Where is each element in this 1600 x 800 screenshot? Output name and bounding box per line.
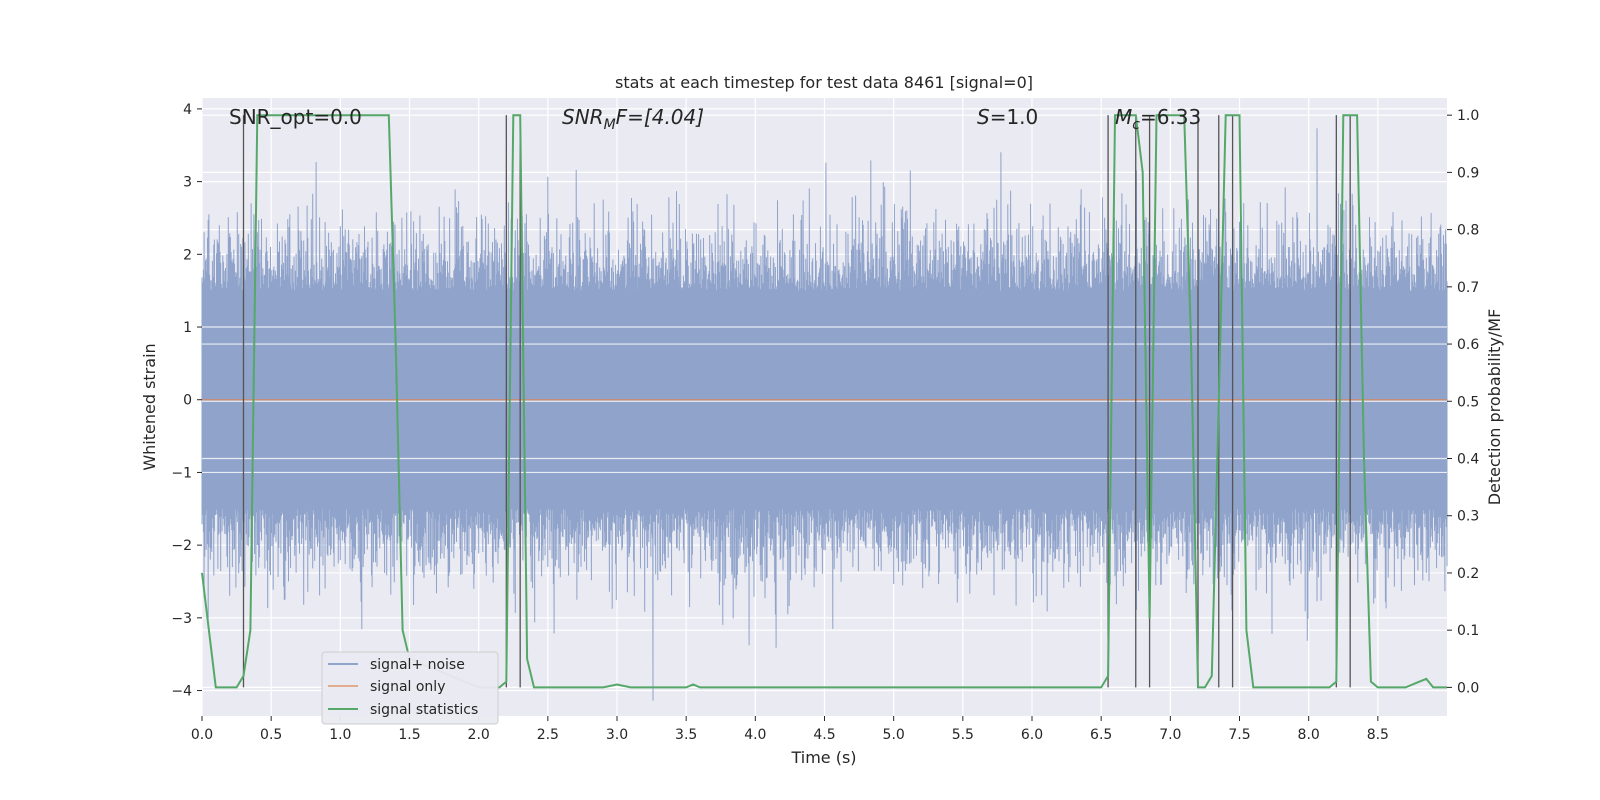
y-left-tick-label-3: 1 [183,320,192,336]
x-tick-label-8: 4.0 [744,727,766,743]
x-tick-label-0: 0.0 [191,727,213,743]
x-tick-label-11: 5.5 [952,727,974,743]
x-tick-label-14: 7.0 [1159,727,1181,743]
annotation-s-tail: =1.0 [990,105,1039,129]
annotation-snr-mf-tail: F=[4.04] [616,105,704,129]
x-tick-label-10: 5.0 [883,727,905,743]
y-right-axis-label: Detection probability/MF [1485,309,1504,506]
y-right-tick-label-6: 0.4 [1457,452,1479,468]
annotation-mc-tail: =6.33 [1140,105,1201,129]
y-right-tick-label-1: 0.9 [1457,165,1479,181]
legend-label-signal-noise: signal+ noise [370,657,465,673]
legend: signal+ noise signal only signal statist… [321,651,499,725]
y-left-tick-label-2: 2 [183,247,192,263]
y-left-axis-label: Whitened strain [140,343,159,470]
y-right-axis-ticks: 1.0 0.9 0.8 0.7 0.6 0.5 0.4 0.3 0.2 0.1 0.0 [1447,108,1479,696]
y-left-tick-label-0: 4 [183,102,192,118]
x-tick-label-16: 8.0 [1298,727,1320,743]
x-axis-label: Time (s) [790,748,856,767]
x-tick-label-3: 1.5 [398,727,420,743]
x-tick-label-1: 0.5 [260,727,282,743]
annotation-snr-mf-sub: M [604,117,616,133]
legend-label-signal-statistics: signal statistics [370,702,478,718]
y-left-tick-label-7: −3 [171,611,192,627]
x-tick-label-6: 3.0 [606,727,628,743]
x-tick-label-17: 8.5 [1367,727,1389,743]
legend-label-signal-only: signal only [370,679,445,695]
y-left-tick-label-1: 3 [183,175,192,191]
y-right-tick-label-4: 0.6 [1457,337,1479,353]
annotation-mc: Mc=6.33 [1115,105,1201,133]
x-axis-ticks: 0.0 0.5 1.0 1.5 2.0 2.5 3.0 3.5 4.0 4.5 5.0 5.5 6.0 6… [191,716,1389,743]
y-right-tick-label-8: 0.2 [1457,566,1479,582]
y-right-tick-label-7: 0.3 [1457,509,1479,525]
x-tick-label-7: 3.5 [675,727,697,743]
y-left-tick-label-6: −2 [171,538,192,554]
signal-noise-line [201,128,1448,701]
x-tick-label-5: 2.5 [537,727,559,743]
y-right-tick-label-2: 0.8 [1457,223,1479,239]
x-tick-label-2: 1.0 [329,727,351,743]
legend-box [321,651,499,725]
annotation-snr-mf: SNRMF=[4.04] [562,105,704,133]
y-left-tick-label-4: 0 [183,393,192,409]
annotation-snr-opt: SNR_opt=0.0 [229,105,362,129]
y-left-tick-label-8: −4 [171,684,192,700]
y-right-tick-label-0: 1.0 [1457,108,1479,124]
x-tick-label-15: 7.5 [1228,727,1250,743]
x-tick-label-13: 6.5 [1090,727,1112,743]
annotation-s: S=1.0 [977,105,1038,129]
annotation-mc-main: M [1115,105,1132,129]
x-tick-label-12: 6.0 [1021,727,1043,743]
y-right-tick-label-3: 0.7 [1457,280,1479,296]
y-right-tick-label-5: 0.5 [1457,394,1479,410]
y-right-tick-label-10: 0.0 [1457,680,1479,696]
annotation-mc-sub: c [1132,117,1140,133]
y-right-tick-label-9: 0.1 [1457,623,1479,639]
chart-title: stats at each timestep for test data 846… [615,73,1033,92]
annotation-snr-mf-main: SNR [562,105,604,129]
x-tick-label-4: 2.0 [468,727,490,743]
y-left-tick-label-5: −1 [171,465,192,481]
y-left-axis-ticks: 4 3 2 1 0 −1 −2 −3 −4 [171,102,202,700]
annotation-s-main: S [977,105,990,129]
x-tick-label-9: 4.5 [813,727,835,743]
